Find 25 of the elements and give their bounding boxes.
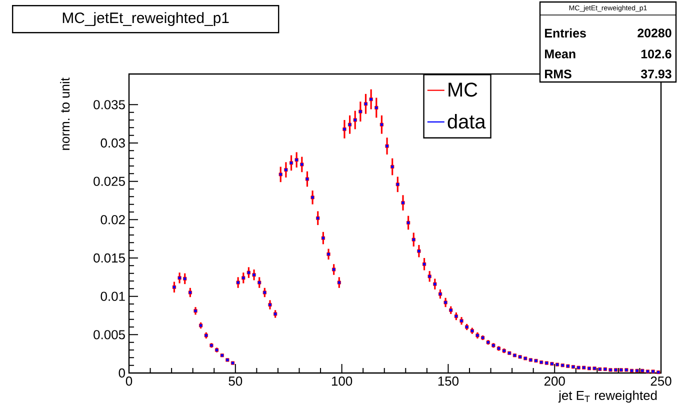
y-tick-label: 0.02 <box>100 215 125 224</box>
annotation: 37.93 <box>640 70 672 78</box>
x-tick-label: 100 <box>332 376 352 386</box>
y-tick-label: 0.035 <box>94 100 125 110</box>
y-tick-label: 0.005 <box>94 330 125 340</box>
x-tick-label: 50 <box>228 376 242 386</box>
annotation: RMS <box>545 70 572 78</box>
text: Mean <box>545 50 576 58</box>
y-tick-label: 0.03 <box>100 138 125 148</box>
x-axis-title: jet E$_{T}$ reweighted <box>558 390 657 403</box>
legend-label: data <box>448 114 486 129</box>
x-tick-label: 250 <box>650 376 672 386</box>
y-tick-label: 0.025 <box>94 176 125 186</box>
y-tick-label: 0.01 <box>100 292 125 301</box>
chart-title: MC_jetEt_reweighted_p1 <box>62 12 229 26</box>
y-axis-title: norm. to unit <box>60 78 70 150</box>
x-tick-label: 0 <box>126 376 132 386</box>
text: 102.6 <box>641 50 672 58</box>
text: Entries <box>545 28 586 38</box>
x-tick-label: 200 <box>544 376 565 386</box>
x-tick-label: 150 <box>438 376 459 386</box>
y-tick-label: 0 <box>118 368 125 378</box>
text: 20280 <box>638 28 672 38</box>
legend-label: MC <box>448 82 478 97</box>
y-tick-label: 0.015 <box>94 253 125 263</box>
